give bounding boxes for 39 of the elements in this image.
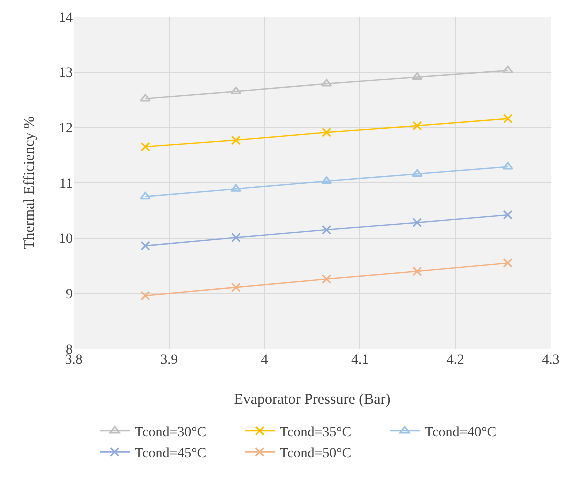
point	[412, 169, 423, 177]
point	[412, 266, 422, 276]
y-tick-label: 10	[59, 232, 73, 248]
point	[140, 291, 150, 301]
point	[140, 142, 150, 152]
legend-label: Tcond=45°C	[135, 446, 207, 462]
point	[322, 225, 332, 235]
point	[140, 241, 150, 251]
point	[231, 232, 241, 243]
point	[503, 114, 513, 124]
point	[322, 128, 332, 138]
y-tick-label: 9	[66, 288, 73, 303]
x-tick-label: 4.3	[542, 353, 560, 368]
x-tick-label: 4.2	[446, 353, 464, 368]
legend-label: Tcond=30°C	[135, 425, 207, 440]
point	[322, 274, 332, 284]
legend-label: Tcond=35°C	[280, 425, 352, 440]
point	[140, 94, 151, 102]
legend-label: Tcond=40°C	[425, 425, 497, 440]
y-tick-label: 12	[59, 122, 73, 137]
point	[412, 121, 422, 131]
point	[140, 192, 151, 200]
point	[231, 136, 241, 146]
x-tick-label: 4.1	[351, 353, 369, 368]
point	[503, 258, 513, 268]
x-tick-label: 3.9	[160, 353, 178, 368]
point	[502, 162, 514, 170]
legend-label: Tcond=50°C	[280, 446, 352, 462]
point	[231, 282, 241, 292]
point	[412, 218, 422, 228]
x-axis-title: Evaporator Pressure (Bar)	[234, 392, 391, 408]
y-tick-label: 14	[59, 10, 73, 26]
y-tick-label: 11	[60, 176, 73, 192]
x-tick-label: 4	[261, 353, 268, 368]
y-axis-title: Thermal Efficiency %	[22, 116, 38, 250]
point	[502, 66, 514, 74]
point	[503, 210, 513, 220]
point	[412, 72, 423, 80]
y-tick-label: 13	[59, 66, 73, 82]
